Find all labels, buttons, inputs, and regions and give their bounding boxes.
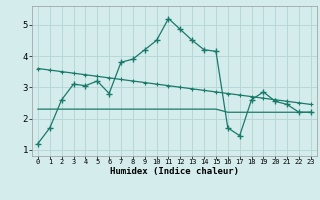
X-axis label: Humidex (Indice chaleur): Humidex (Indice chaleur) bbox=[110, 167, 239, 176]
